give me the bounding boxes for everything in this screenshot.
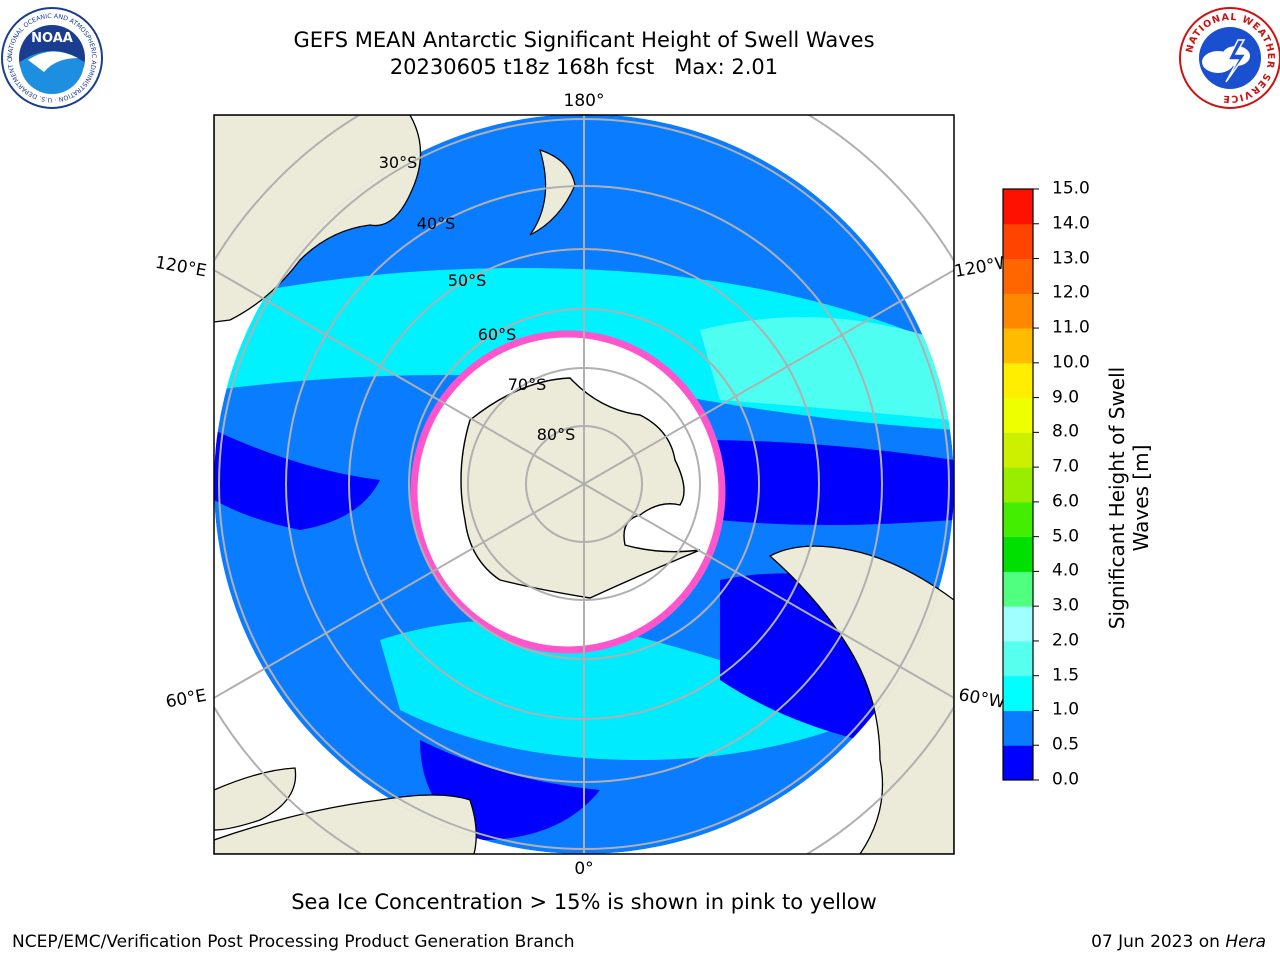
colorbar-segment [1003,501,1033,538]
colorbar-tick-label: 14.0 [1052,213,1090,234]
colorbar-label: Significant Height of Swell Waves [m] [1105,348,1155,648]
colorbar-tick-label: 5.0 [1052,526,1080,547]
colorbar-tick-label: 2.0 [1052,630,1080,651]
swell-patch-east [700,317,950,420]
colorbar-segment [1003,467,1033,503]
colorbar-segment [1003,675,1033,711]
footer-date: 07 Jun 2023 on Hera [1091,932,1266,952]
colorbar-tick-label: 7.0 [1052,456,1080,477]
colorbar-segment [1003,397,1033,433]
lon-label-120e: 120°E [154,253,208,282]
lon-label-60w: 60°W [957,685,1007,713]
colorbar-tick-label: 1.0 [1052,699,1080,720]
colorbar-label-line2: Waves [m] [1129,444,1153,552]
colorbar-frame [1002,188,1034,781]
swell-band-south [380,620,860,760]
lat-label-30s: 30°S [379,153,418,172]
lat-label-70s: 70°S [508,375,547,394]
colorbar-tick-label: 1.5 [1052,665,1080,686]
colorbar-tick-label: 6.0 [1052,491,1080,512]
colorbar-segment [1003,536,1033,572]
nws-logo: NATIONAL WEATHER SERVICE [1179,7,1280,109]
colorbar-segment [1003,432,1033,468]
lat-label-60s: 60°S [478,325,517,344]
colorbar-segment [1003,258,1033,294]
lon-label-0: 0° [574,859,593,879]
footer-host: Hera [1225,932,1266,952]
colorbar-tick-label: 9.0 [1052,387,1080,408]
colorbar-tick-label: 15.0 [1052,178,1090,199]
footer-credit: NCEP/EMC/Verification Post Processing Pr… [12,932,575,952]
lat-label-50s: 50°S [448,271,487,290]
madagascar-land [214,767,297,831]
colorbar-segment [1003,606,1033,642]
colorbar-segment [1003,640,1033,677]
lon-label-60e: 60°E [164,686,208,713]
low-swell-east [700,440,954,525]
colorbar-segment [1003,710,1033,746]
map-frame [213,114,955,855]
colorbar-tick-labels: 0.0 0.5 1.0 1.5 2.0 3.0 4.0 5.0 6.0 7.0 8.0 9.0 10.0… [1052,0,1112,960]
colorbar-tick-label: 8.0 [1052,421,1080,442]
colorbar-tick-label: 0.0 [1052,769,1080,790]
colorbar-tick-label: 10.0 [1052,352,1090,373]
colorbar-segment [1003,189,1033,225]
antarctica-land [460,377,701,599]
colorbar [1002,188,1039,781]
svg-text:NOAA: NOAA [31,31,73,46]
colorbar-tick-label: 11.0 [1052,317,1090,338]
colorbar-segment [1003,571,1033,607]
colorbar-segment [1003,745,1033,781]
chart-subtitle: 20230605 t18z 168h fcst Max: 2.01 [389,55,779,79]
map-panel [213,114,955,855]
noaa-logo: NATIONAL OCEANIC AND ATMOSPHERIC ADMINIS… [0,0,103,109]
footer-date-text: 07 Jun 2023 on [1091,932,1226,952]
lon-label-180: 180° [564,91,605,111]
colorbar-tick-label: 4.0 [1052,560,1080,581]
colorbar-tick-label: 0.5 [1052,734,1080,755]
new-zealand-land [529,149,576,236]
colorbar-segment [1003,223,1033,260]
longitude-gridlines [263,114,905,854]
colorbar-segment [1003,362,1033,399]
lat-label-40s: 40°S [417,214,456,233]
colorbar-tick-label: 12.0 [1052,282,1090,303]
lat-label-80s: 80°S [537,425,576,444]
colorbar-segment [1003,328,1033,364]
colorbar-label-line1: Significant Height of Swell [1105,366,1129,630]
low-swell-west [214,430,380,530]
sea-ice-caption: Sea Ice Concentration > 15% is shown in … [291,890,877,914]
colorbar-tick-label: 13.0 [1052,248,1090,269]
chart-title: GEFS MEAN Antarctic Significant Height o… [293,28,875,52]
colorbar-segment [1003,293,1033,329]
colorbar-tick-label: 3.0 [1052,595,1080,616]
